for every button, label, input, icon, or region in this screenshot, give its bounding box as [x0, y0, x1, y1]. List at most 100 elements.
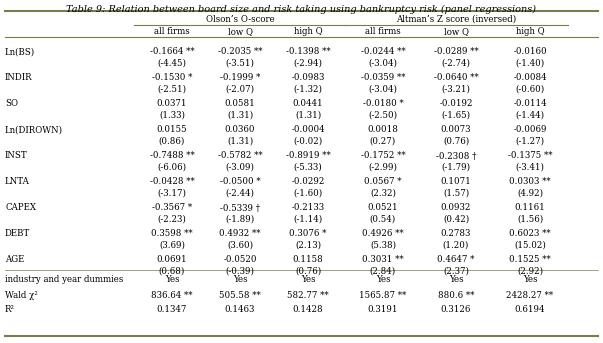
- Text: 0.1428: 0.1428: [292, 306, 323, 315]
- Text: -0.0004: -0.0004: [291, 126, 325, 134]
- Text: (1.56): (1.56): [517, 214, 543, 224]
- Text: Yes: Yes: [165, 274, 179, 284]
- Text: 0.1525 **: 0.1525 **: [509, 256, 551, 264]
- Text: (-1.44): (-1.44): [516, 110, 545, 119]
- Text: 836.64 **: 836.64 **: [151, 291, 193, 299]
- Text: (-3.21): (-3.21): [441, 84, 470, 94]
- Text: (1.31): (1.31): [227, 110, 253, 119]
- Text: -0.2035 **: -0.2035 **: [218, 47, 262, 57]
- Text: 0.0441: 0.0441: [292, 99, 323, 108]
- Text: (-0.02): (-0.02): [294, 137, 323, 145]
- Text: 0.3076 *: 0.3076 *: [289, 229, 327, 238]
- Text: (-1.60): (-1.60): [294, 189, 323, 198]
- Text: (-1.27): (-1.27): [516, 137, 545, 145]
- Text: Yes: Yes: [523, 274, 537, 284]
- Text: 0.0303 **: 0.0303 **: [509, 177, 551, 187]
- Text: -0.0292: -0.0292: [291, 177, 324, 187]
- Text: low Q: low Q: [443, 27, 469, 36]
- Text: 0.0521: 0.0521: [368, 203, 399, 213]
- Text: (3.60): (3.60): [227, 240, 253, 249]
- Text: 1565.87 **: 1565.87 **: [359, 291, 406, 299]
- Text: SO: SO: [5, 99, 18, 108]
- Text: 0.6023 **: 0.6023 **: [509, 229, 551, 238]
- Text: (-2.74): (-2.74): [441, 59, 470, 68]
- Text: LNTA: LNTA: [5, 177, 30, 187]
- Text: (-4.45): (-4.45): [157, 59, 186, 68]
- Text: (-3.04): (-3.04): [368, 59, 397, 68]
- Text: -0.0114: -0.0114: [513, 99, 547, 108]
- Text: Yes: Yes: [301, 274, 315, 284]
- Text: industry and year dummies: industry and year dummies: [5, 274, 124, 284]
- Text: (-0.60): (-0.60): [516, 84, 545, 94]
- Text: -0.0160: -0.0160: [513, 47, 547, 57]
- Text: R²: R²: [5, 306, 15, 315]
- Text: INDIR: INDIR: [5, 73, 33, 83]
- Text: -0.5782 **: -0.5782 **: [218, 152, 262, 161]
- Text: (3.69): (3.69): [159, 240, 185, 249]
- Text: (0.27): (0.27): [370, 137, 396, 145]
- Text: -0.3567 *: -0.3567 *: [152, 203, 192, 213]
- Text: (0.42): (0.42): [443, 214, 469, 224]
- Text: 0.0567 *: 0.0567 *: [364, 177, 402, 187]
- Text: 2428.27 **: 2428.27 **: [507, 291, 554, 299]
- Text: -0.0069: -0.0069: [513, 126, 547, 134]
- Text: (-5.33): (-5.33): [294, 163, 323, 172]
- Text: (-2.94): (-2.94): [294, 59, 323, 68]
- Text: (1.33): (1.33): [159, 110, 185, 119]
- Text: Altman’s Z score (inversed): Altman’s Z score (inversed): [396, 14, 517, 24]
- Text: (4.92): (4.92): [517, 189, 543, 198]
- Text: -0.1664 **: -0.1664 **: [150, 47, 194, 57]
- Text: 0.0371: 0.0371: [157, 99, 188, 108]
- Text: -0.7488 **: -0.7488 **: [150, 152, 194, 161]
- Text: (-2.44): (-2.44): [226, 189, 254, 198]
- Text: (1.31): (1.31): [227, 137, 253, 145]
- Text: AGE: AGE: [5, 256, 24, 264]
- Text: (-2.23): (-2.23): [157, 214, 186, 224]
- Text: (2.84): (2.84): [370, 267, 396, 275]
- Text: Olson’s O-score: Olson’s O-score: [206, 14, 274, 24]
- Text: 0.3031 **: 0.3031 **: [362, 256, 404, 264]
- Text: -0.0180 *: -0.0180 *: [362, 99, 403, 108]
- Text: (1.57): (1.57): [443, 189, 469, 198]
- Text: (-2.07): (-2.07): [226, 84, 254, 94]
- Text: Yes: Yes: [233, 274, 247, 284]
- Text: INST: INST: [5, 152, 28, 161]
- Text: (2.37): (2.37): [443, 267, 469, 275]
- Text: high Q: high Q: [294, 27, 323, 36]
- Text: 0.0018: 0.0018: [368, 126, 399, 134]
- Text: (0.76): (0.76): [443, 137, 469, 145]
- Text: (-3.41): (-3.41): [516, 163, 545, 172]
- Text: (15.02): (15.02): [514, 240, 546, 249]
- Text: -0.1530 *: -0.1530 *: [152, 73, 192, 83]
- Text: 582.77 **: 582.77 **: [287, 291, 329, 299]
- Text: all firms: all firms: [365, 27, 401, 36]
- Text: 0.3598 **: 0.3598 **: [151, 229, 193, 238]
- Text: (0.86): (0.86): [159, 137, 185, 145]
- Text: Yes: Yes: [449, 274, 463, 284]
- Text: -0.2308 †: -0.2308 †: [436, 152, 476, 161]
- Text: -0.1752 **: -0.1752 **: [361, 152, 405, 161]
- Text: Table 9: Relation between board size and risk taking using bankruptcy risk (pane: Table 9: Relation between board size and…: [66, 5, 536, 14]
- Text: 0.4932 **: 0.4932 **: [219, 229, 260, 238]
- Text: -0.0084: -0.0084: [513, 73, 547, 83]
- Text: 0.2783: 0.2783: [441, 229, 471, 238]
- Text: (0.54): (0.54): [370, 214, 396, 224]
- Text: (-2.51): (-2.51): [157, 84, 186, 94]
- Text: 0.1158: 0.1158: [292, 256, 323, 264]
- Text: high Q: high Q: [516, 27, 545, 36]
- Text: (2.13): (2.13): [295, 240, 321, 249]
- Text: -0.5339 †: -0.5339 †: [220, 203, 260, 213]
- Text: (-3.51): (-3.51): [226, 59, 254, 68]
- Text: -0.1375 **: -0.1375 **: [508, 152, 552, 161]
- Text: (-1.32): (-1.32): [294, 84, 323, 94]
- Text: 0.1347: 0.1347: [157, 306, 187, 315]
- Text: (-2.50): (-2.50): [368, 110, 397, 119]
- Text: -0.0640 **: -0.0640 **: [434, 73, 478, 83]
- Text: (5.38): (5.38): [370, 240, 396, 249]
- Text: -0.2133: -0.2133: [291, 203, 324, 213]
- Text: 0.1161: 0.1161: [514, 203, 545, 213]
- Text: (2.32): (2.32): [370, 189, 396, 198]
- Text: -0.1398 **: -0.1398 **: [286, 47, 330, 57]
- Text: -0.0289 **: -0.0289 **: [434, 47, 478, 57]
- Text: (-2.99): (-2.99): [368, 163, 397, 172]
